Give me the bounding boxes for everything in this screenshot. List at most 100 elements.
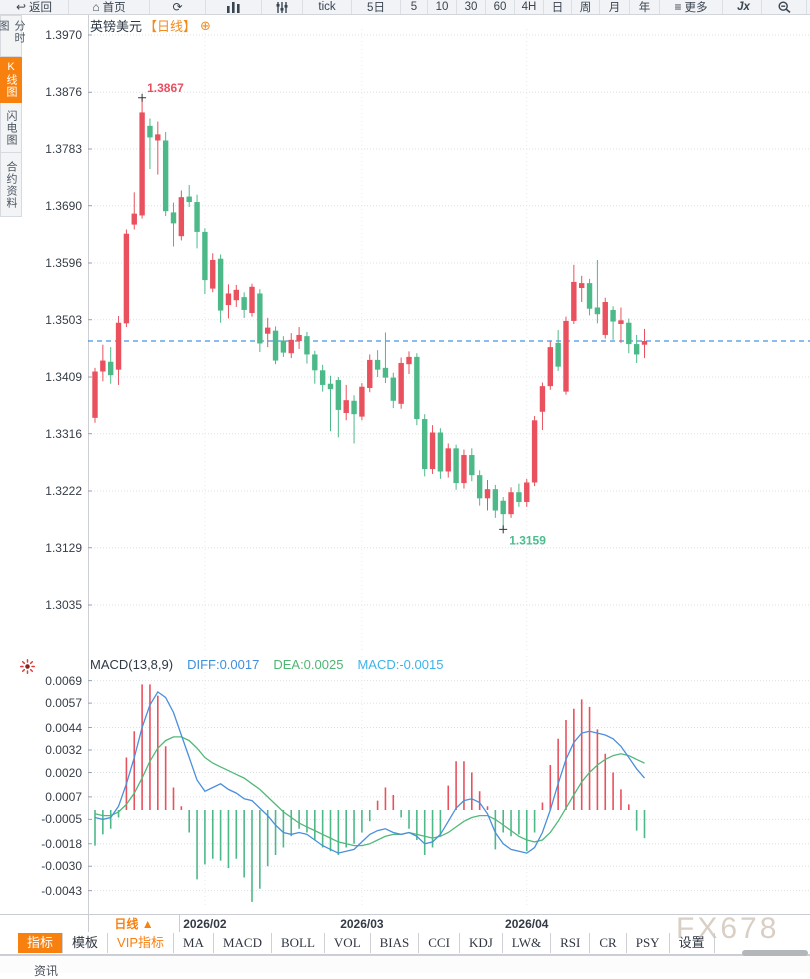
chart-type-sidebar: 分时图 K线图 闪电图 合约资料 (0, 15, 25, 217)
toolbar-label: 返回 (29, 2, 53, 14)
macd-axis-label: -0.0018 (41, 836, 82, 851)
period-tag: 【日线】 (144, 19, 197, 34)
toolbar-item-5[interactable]: 5 (401, 0, 428, 14)
toolbar-label: 60 (493, 1, 507, 13)
bottom-status-bar: 资讯 (0, 955, 810, 978)
high-price-annotation: 1.3867 (147, 81, 184, 95)
price-axis-label: 1.3596 (45, 256, 82, 270)
toolbar-label: 年 (638, 2, 651, 14)
toolbar-label: 5日 (367, 2, 385, 14)
sidebar-tab-闪电图[interactable]: 闪电图 (0, 103, 22, 153)
macd-axis-label: 0.0057 (45, 696, 82, 711)
sidebar-tab-合约资料[interactable]: 合约资料 (0, 153, 22, 217)
macd-axis-label: 0.0032 (45, 743, 82, 757)
add-indicator-icon[interactable]: ⊕ (200, 17, 211, 33)
toolbar-item-60[interactable]: 60 (486, 0, 515, 14)
back-icon: ↩ (15, 0, 27, 14)
macd-axis-label: 0.0020 (45, 765, 82, 780)
macd-axis-label: 0.0007 (45, 789, 82, 804)
x-axis-month-label: 2026/02 (183, 917, 227, 931)
indicator-tab-CCI[interactable]: CCI (419, 933, 460, 953)
toolbar-item-月[interactable]: 月 (600, 0, 630, 14)
toolbar-label: 5 (410, 1, 418, 13)
price-axis-label: 1.3970 (45, 28, 82, 42)
toolbar-item-zoom-out-icon[interactable] (762, 0, 807, 14)
macd-axis-label: -0.0030 (41, 859, 82, 874)
macd-header: MACD(13,8,9) DIFF:0.0017 DEA:0.0025 MACD… (90, 657, 443, 672)
indicator-tab-MACD[interactable]: MACD (214, 933, 272, 953)
indicator-tab-bar: 指标 模板 VIP指标 MA MACD BOLL VOL BIAS CCI KDJ LW& RSI CR… (0, 932, 810, 955)
macd-settings-sun-icon[interactable] (20, 659, 35, 674)
price-axis-label: 1.3129 (45, 540, 82, 555)
indicator-tab-CR[interactable]: CR (590, 933, 627, 953)
toolbar-label: 10 (435, 1, 449, 13)
toolbar-item-bar-chart-icon[interactable] (206, 0, 262, 14)
toolbar-item-refresh-icon[interactable]: ⟳ (150, 0, 206, 14)
macd-axis-label: -0.0005 (41, 812, 82, 827)
candlestick-chart[interactable]: 1.3867 1.3159 (88, 25, 810, 655)
price-axis-label: 1.3222 (45, 484, 82, 498)
indicator-tab-设置[interactable]: 设置 (670, 933, 715, 953)
macd-axis-label: 0.0044 (45, 720, 82, 735)
price-axis-label: 1.3316 (45, 426, 82, 441)
toolbar-item-返回[interactable]: ↩ 返回 (0, 0, 69, 14)
price-axis-label: 1.3409 (45, 370, 82, 384)
x-axis-month-label: 2026/04 (505, 917, 549, 931)
menu-icon: ≡ (674, 0, 682, 14)
toolbar-label: 4H (521, 1, 537, 13)
toolbar-item-tick[interactable]: tick (303, 0, 352, 14)
toolbar-item-5日[interactable]: 5日 (352, 0, 401, 14)
status-clipped-text: 资讯 (34, 964, 59, 978)
toolbar-item-周[interactable]: 周 (572, 0, 600, 14)
refresh-icon: ⟳ (172, 0, 183, 14)
top-toolbar: ↩ 返回 ⌂ 首页 ⟳ tick 5日 5 10 30 60 4H 日周月年 ≡ 更多 Jx (0, 0, 810, 15)
period-selector[interactable]: 日线 ▲ (88, 915, 180, 932)
symbol-title: 英镑美元 (90, 19, 143, 34)
price-axis-label: 1.3876 (45, 85, 82, 100)
toolbar-label: 首页 (102, 2, 126, 14)
bar-chart-icon (227, 1, 240, 13)
horizontal-scrollbar-thumb[interactable] (742, 950, 808, 956)
macd-hist-value: MACD:-0.0015 (357, 657, 444, 672)
sidebar-tab-K线图[interactable]: K线图 (0, 57, 22, 103)
low-price-annotation: 1.3159 (509, 533, 546, 547)
toolbar-item-4H[interactable]: 4H (515, 0, 544, 14)
price-axis-label: 1.3783 (45, 142, 82, 156)
home-icon: ⌂ (92, 0, 100, 14)
indicator-tab-VIP指标[interactable]: VIP指标 (108, 933, 174, 953)
toolbar-item-年[interactable]: 年 (630, 0, 660, 14)
toolbar-label: 月 (608, 2, 621, 14)
x-axis-row: 日线 ▲ 2026/02 2026/03 2026/04 (0, 914, 810, 934)
toolbar-item-Jx[interactable]: Jx (723, 0, 762, 14)
toolbar-item-10[interactable]: 10 (428, 0, 457, 14)
price-axis-label: 1.3503 (45, 312, 82, 327)
toolbar-item-sliders-icon[interactable] (262, 0, 303, 14)
macd-axis-label: -0.0043 (41, 883, 82, 898)
sidebar-tab-分时图[interactable]: 分时图 (0, 15, 25, 57)
price-axis-label: 1.3690 (45, 198, 82, 213)
indicator-tab-MA[interactable]: MA (174, 933, 214, 953)
zoom-out-icon (777, 1, 791, 13)
toolbar-label: 更多 (684, 2, 708, 14)
indicator-tab-BOLL[interactable]: BOLL (272, 933, 325, 953)
macd-dea-value: DEA:0.0025 (273, 657, 344, 672)
indicator-tab-BIAS[interactable]: BIAS (371, 933, 420, 953)
indicator-tab-模板[interactable]: 模板 (63, 933, 109, 953)
indicator-tab-RSI[interactable]: RSI (551, 933, 591, 953)
macd-axis-label: 0.0069 (45, 673, 82, 688)
indicator-tab-VOL[interactable]: VOL (325, 933, 371, 953)
macd-indicator-chart[interactable] (88, 656, 810, 913)
indicator-tab-指标[interactable]: 指标 (18, 933, 64, 953)
x-axis-month-label: 2026/03 (340, 917, 384, 931)
indicator-tab-KDJ[interactable]: KDJ (460, 933, 503, 953)
indicator-tab-LW&[interactable]: LW& (503, 933, 552, 953)
toolbar-item-30[interactable]: 30 (457, 0, 486, 14)
toolbar-item-日[interactable]: 日 (544, 0, 572, 14)
price-axis-label: 1.3035 (45, 598, 82, 612)
toolbar-item-更多[interactable]: ≡ 更多 (660, 0, 723, 14)
indicator-tab-PSY[interactable]: PSY (627, 933, 670, 953)
toolbar-label: tick (318, 1, 336, 13)
toolbar-label: 日 (551, 2, 564, 14)
toolbar-item-首页[interactable]: ⌂ 首页 (69, 0, 150, 14)
fx-icon: Jx (737, 1, 750, 13)
